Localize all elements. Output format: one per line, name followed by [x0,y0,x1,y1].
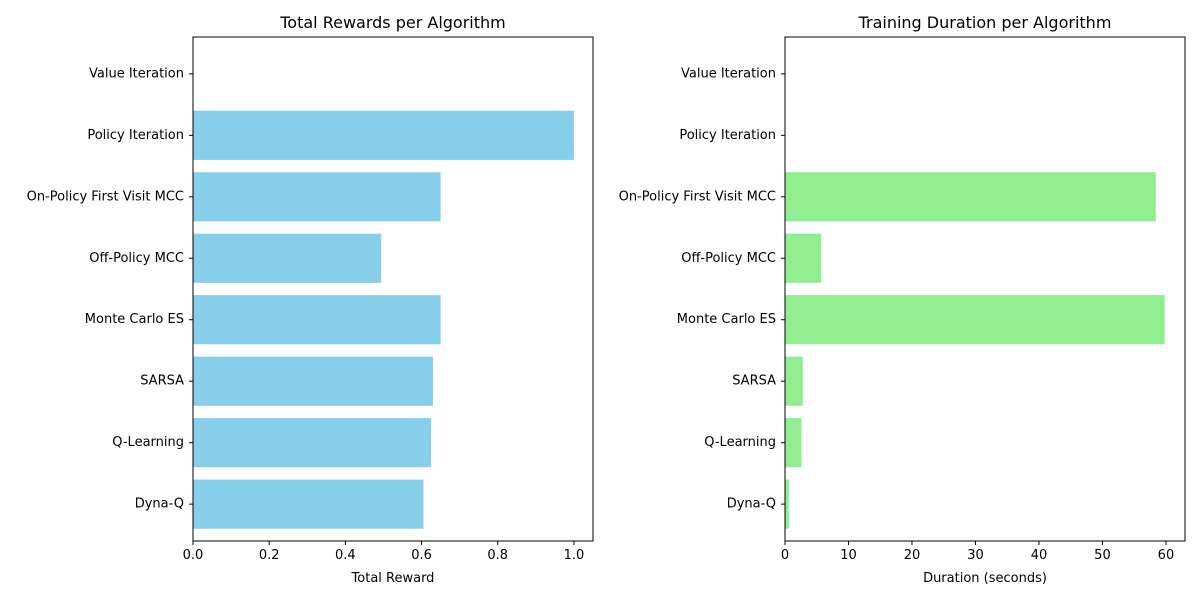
duration-xtick-label-1: 10 [840,548,857,563]
duration-bar-5 [785,356,803,406]
rewards-bar-4 [193,295,441,345]
duration-xtick-label-6: 60 [1158,548,1175,563]
rewards-xtick-label-5: 1.0 [564,548,585,563]
rewards-ytick-label-3: Off-Policy MCC [89,251,184,266]
rewards-bar-7 [193,479,424,529]
duration-bar-4 [785,295,1165,345]
rewards-chart: Value Iteration Policy Iteration On-Policy… [27,13,594,586]
duration-ytick-label-5: SARSA [732,374,776,389]
rewards-xtick-label-2: 0.4 [335,548,356,563]
duration-ytick-label-1: Policy Iteration [679,128,776,143]
rewards-bar-1 [193,110,574,160]
duration-xtick-label-4: 40 [1031,548,1048,563]
duration-bar-7 [785,479,789,529]
rewards-xtick-label-0: 0.0 [183,548,204,563]
rewards-ytick-label-5: SARSA [140,374,184,389]
rewards-bar-5 [193,356,433,406]
duration-ytick-label-7: Dyna-Q [727,497,776,512]
duration-ytick-label-4: Monte Carlo ES [677,312,776,327]
duration-xtick-label-2: 20 [904,548,921,563]
duration-xtick-label-5: 50 [1094,548,1111,563]
rewards-bar-6 [193,418,432,468]
rewards-chart-title: Total Rewards per Algorithm [279,13,505,32]
duration-xtick-label-0: 0 [781,548,789,563]
rewards-ytick-label-6: Q-Learning [112,435,184,450]
duration-chart: Value Iteration Policy Iteration On-Policy… [619,13,1186,586]
duration-ytick-label-2: On-Policy First Visit MCC [619,189,776,204]
duration-chart-title: Training Duration per Algorithm [858,13,1112,32]
rewards-xtick-label-4: 0.8 [487,548,508,563]
duration-ytick-label-0: Value Iteration [681,66,776,81]
duration-bar-2 [785,172,1156,222]
duration-bar-6 [785,418,802,468]
rewards-ytick-label-2: On-Policy First Visit MCC [27,189,184,204]
rewards-xtick-label-3: 0.6 [411,548,432,563]
duration-bar-3 [785,233,822,283]
rewards-xtick-label-1: 0.2 [259,548,280,563]
rewards-plot-frame [192,36,594,542]
rewards-ytick-label-7: Dyna-Q [135,497,184,512]
rewards-ytick-label-4: Monte Carlo ES [85,312,184,327]
duration-x-axis-label: Duration (seconds) [923,571,1047,586]
duration-ytick-label-6: Q-Learning [704,435,776,450]
rewards-bar-3 [193,233,382,283]
rewards-ytick-label-0: Value Iteration [89,66,184,81]
rewards-x-axis-label: Total Reward [351,571,435,586]
rewards-bar-2 [193,172,441,222]
rewards-ytick-label-1: Policy Iteration [87,128,184,143]
duration-plot-frame [784,36,1186,542]
duration-ytick-label-3: Off-Policy MCC [681,251,776,266]
duration-xtick-label-3: 30 [967,548,984,563]
